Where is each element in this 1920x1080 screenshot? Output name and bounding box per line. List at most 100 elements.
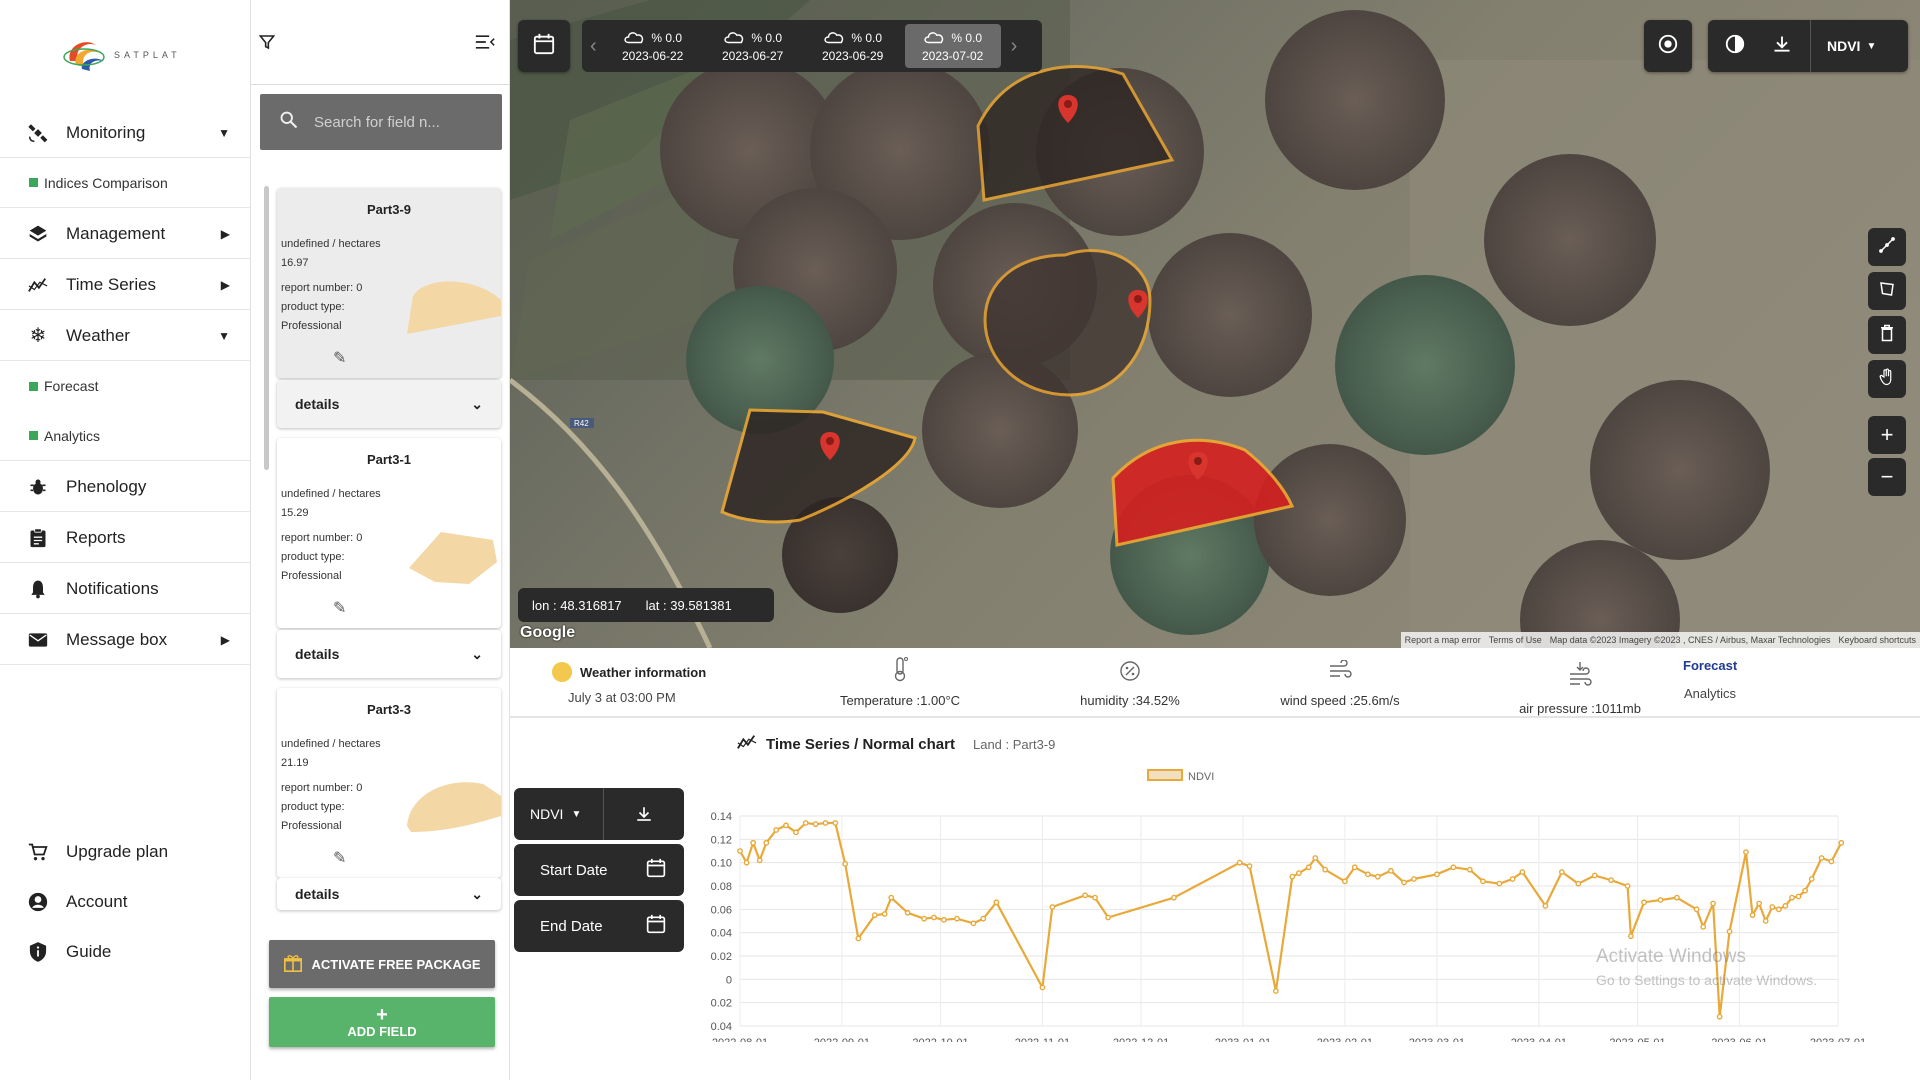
ndvi-data-point[interactable]: [1049, 904, 1056, 910]
forecast-link[interactable]: Forecast: [1683, 658, 1738, 673]
ndvi-data-point[interactable]: [871, 912, 878, 919]
ndvi-series-line[interactable]: [739, 821, 1843, 1018]
sub-item-forecast[interactable]: Forecast: [0, 361, 250, 411]
ndvi-data-point[interactable]: [855, 935, 862, 942]
nav-monitoring[interactable]: Monitoring ▼: [0, 108, 250, 158]
ndvi-data-point[interactable]: [1322, 866, 1329, 873]
brand-logo[interactable]: SATPLAT: [62, 30, 192, 80]
map-marker-icon[interactable]: [820, 432, 840, 460]
delete-shape-button[interactable]: [1868, 316, 1906, 354]
ndvi-data-point[interactable]: [1700, 923, 1707, 930]
ndvi-data-point[interactable]: [1828, 858, 1835, 865]
edit-pencil-icon[interactable]: ✎: [333, 350, 347, 367]
ndvi-data-point[interactable]: [1305, 864, 1312, 871]
edit-pencil-icon[interactable]: ✎: [333, 600, 347, 617]
locate-button[interactable]: [1644, 20, 1692, 72]
ndvi-data-point[interactable]: [1039, 984, 1046, 991]
ndvi-data-point[interactable]: [940, 916, 947, 923]
ndvi-data-point[interactable]: [750, 839, 757, 846]
nav-weather[interactable]: ❄ Weather ▼: [0, 311, 250, 361]
zoom-out-button[interactable]: −: [1868, 458, 1906, 496]
ndvi-data-point[interactable]: [1401, 879, 1407, 886]
end-date-picker[interactable]: End Date: [514, 900, 684, 952]
ndvi-data-point[interactable]: [1624, 883, 1631, 889]
add-field-button[interactable]: + ADD FIELD: [269, 997, 495, 1047]
date-chip[interactable]: % 0.0 2023-06-29: [805, 24, 901, 68]
ndvi-data-point[interactable]: [1775, 906, 1782, 913]
ndvi-data-point[interactable]: [1749, 912, 1756, 919]
ndvi-data-point[interactable]: [1092, 894, 1098, 901]
ndvi-data-point[interactable]: [1558, 869, 1565, 875]
ndvi-data-point[interactable]: [802, 820, 809, 826]
index-select[interactable]: NDVI ▼: [1827, 38, 1876, 54]
ndvi-data-point[interactable]: [1674, 894, 1680, 901]
field-details-toggle[interactable]: details ⌄: [277, 878, 501, 910]
collapse-menu-icon[interactable]: [475, 34, 495, 55]
ndvi-data-point[interactable]: [1509, 876, 1516, 882]
map-marker-icon[interactable]: [1188, 452, 1208, 480]
ndvi-data-point[interactable]: [1519, 869, 1526, 875]
field-list-scrollbar[interactable]: [264, 186, 269, 470]
ndvi-data-point[interactable]: [1450, 864, 1457, 871]
sub-item-indices-comparison[interactable]: Indices Comparison: [0, 158, 250, 208]
ndvi-data-point[interactable]: [904, 909, 911, 916]
ndvi-data-point[interactable]: [1838, 839, 1845, 846]
ndvi-data-point[interactable]: [1434, 871, 1440, 878]
draw-polygon-button[interactable]: [1868, 272, 1906, 310]
ndvi-data-point[interactable]: [1802, 887, 1809, 894]
ndvi-data-point[interactable]: [1693, 906, 1700, 913]
ndvi-data-point[interactable]: [1374, 873, 1381, 880]
legend-label[interactable]: NDVI: [1188, 771, 1214, 783]
ndvi-data-point[interactable]: [763, 839, 770, 846]
ndvi-data-point[interactable]: [1641, 899, 1647, 906]
ndvi-data-point[interactable]: [888, 894, 895, 901]
ndvi-data-point[interactable]: [993, 899, 1000, 906]
ndvi-data-point[interactable]: [792, 829, 799, 836]
ndvi-data-point[interactable]: [1105, 914, 1112, 921]
pan-button[interactable]: [1868, 360, 1906, 398]
nav-guide[interactable]: Guide: [0, 927, 250, 977]
field-outline-part3-3[interactable]: [720, 408, 917, 524]
ndvi-data-point[interactable]: [743, 859, 750, 866]
ndvi-data-point[interactable]: [1627, 933, 1634, 940]
search-input[interactable]: [314, 113, 474, 131]
chevron-right-icon[interactable]: ›: [1010, 34, 1018, 57]
ndvi-data-point[interactable]: [1716, 1013, 1723, 1020]
map-marker-icon[interactable]: [1128, 290, 1148, 318]
ndvi-data-point[interactable]: [1726, 928, 1733, 935]
index-select[interactable]: NDVI ▼: [514, 788, 604, 840]
ndvi-data-point[interactable]: [822, 820, 829, 826]
ndvi-data-point[interactable]: [1295, 870, 1302, 877]
ndvi-data-point[interactable]: [1364, 871, 1371, 878]
contrast-icon[interactable]: [1724, 33, 1746, 60]
ndvi-data-point[interactable]: [1591, 872, 1598, 879]
date-chip-selected[interactable]: % 0.0 2023-07-02: [904, 24, 1001, 68]
map-imagery[interactable]: R42: [510, 0, 1920, 648]
start-date-picker[interactable]: Start Date: [514, 844, 684, 896]
ndvi-data-point[interactable]: [1289, 873, 1296, 880]
ndvi-data-point[interactable]: [921, 915, 927, 922]
ndvi-data-point[interactable]: [842, 860, 849, 867]
field-card-part3-9[interactable]: Part3-9 undefined / hectares 16.97 repor…: [277, 188, 501, 378]
ndvi-data-point[interactable]: [1171, 894, 1177, 901]
field-outline-ndvi-highlight[interactable]: [1111, 438, 1295, 547]
field-details-toggle[interactable]: details ⌄: [277, 380, 501, 428]
map-marker-icon[interactable]: [1058, 95, 1078, 123]
nav-reports[interactable]: Reports: [0, 513, 250, 563]
ndvi-data-point[interactable]: [1082, 892, 1089, 899]
ndvi-data-point[interactable]: [1762, 918, 1769, 924]
satellite-map[interactable]: R42 ‹ % 0.0: [510, 0, 1920, 648]
activate-free-package-button[interactable]: ACTIVATE FREE PACKAGE: [269, 940, 495, 988]
nav-notifications[interactable]: Notifications: [0, 564, 250, 614]
nav-message-box[interactable]: Message box ▶: [0, 615, 250, 665]
ndvi-data-point[interactable]: [812, 821, 819, 828]
ndvi-data-point[interactable]: [970, 920, 977, 927]
field-search[interactable]: [260, 94, 502, 150]
sub-item-analytics[interactable]: Analytics: [0, 411, 250, 461]
ndvi-data-point[interactable]: [1246, 863, 1253, 870]
download-icon[interactable]: [1772, 34, 1792, 59]
draw-polyline-button[interactable]: [1868, 228, 1906, 266]
nav-account[interactable]: Account: [0, 877, 250, 927]
chevron-left-icon[interactable]: ‹: [590, 34, 597, 57]
ndvi-data-point[interactable]: [1496, 880, 1503, 887]
